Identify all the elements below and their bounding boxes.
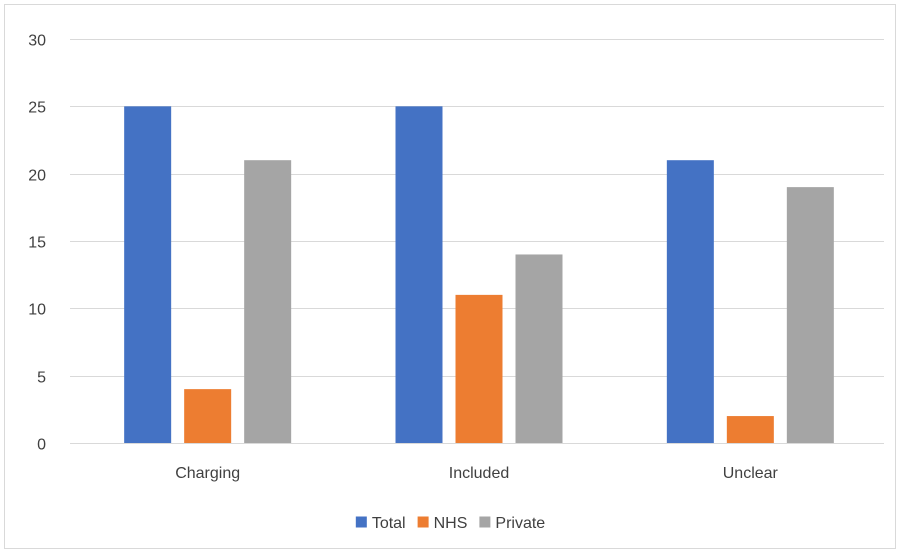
gridlines [70,39,884,377]
y-tick-label: 15 [28,235,46,252]
legend-swatch-total [355,516,367,528]
y-tick-label: 5 [37,370,46,387]
bar-private-unclear [786,187,834,443]
legend-swatch-nhs [417,516,429,528]
bar-nhs-unclear [726,416,774,443]
x-axis-ticks: Charging Included Unclear [175,465,778,482]
bars [124,106,834,443]
bar-nhs-included [455,294,503,443]
legend-label-private: Private [495,515,545,532]
y-axis-ticks: 0 5 10 15 20 25 30 [28,33,46,454]
bar-total-charging [124,106,172,443]
bar-nhs-charging [184,389,232,443]
legend-label-nhs: NHS [434,515,468,532]
y-tick-label: 20 [28,168,46,185]
legend-label-total: Total [372,515,406,532]
x-tick-label: Charging [175,465,240,482]
y-tick-label: 30 [28,33,46,50]
bar-private-charging [244,160,292,443]
bar-private-included [515,254,563,443]
y-tick-label: 0 [37,437,46,454]
bar-total-unclear [666,160,714,443]
legend-swatch-private [479,516,491,528]
bar-total-included [395,106,443,443]
x-tick-label: Included [449,465,510,482]
y-tick-label: 10 [28,302,46,319]
x-tick-label: Unclear [723,465,779,482]
y-tick-label: 25 [28,100,46,117]
legend: Total NHS Private [355,515,545,532]
